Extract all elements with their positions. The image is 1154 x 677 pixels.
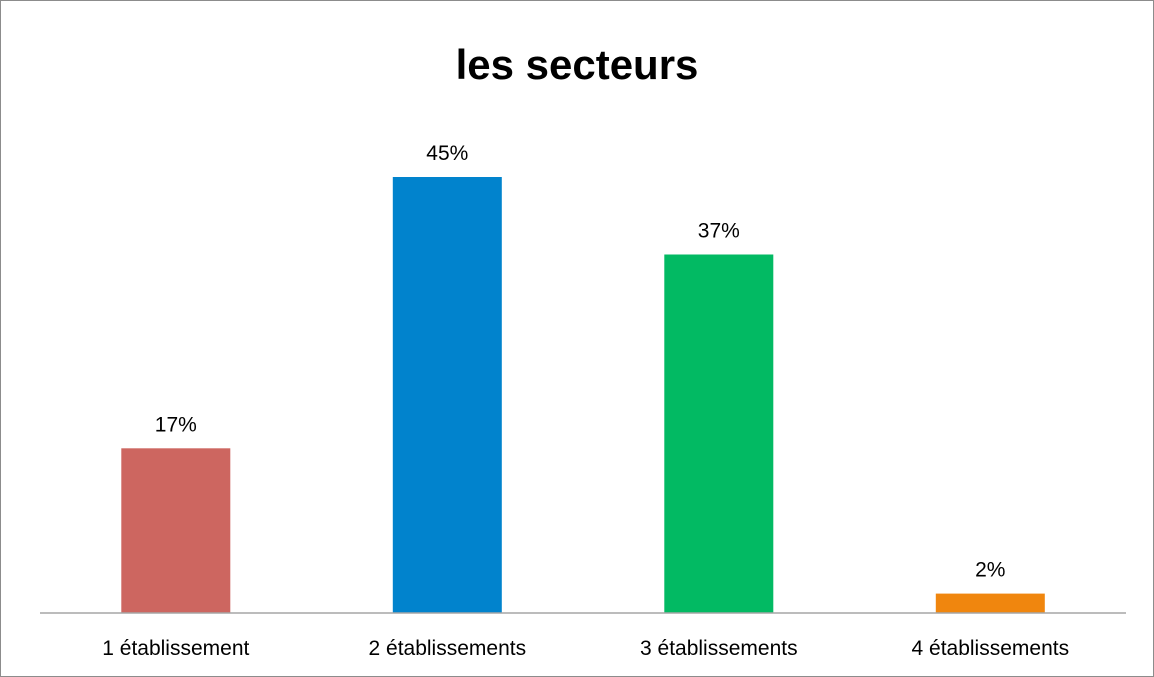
chart-title: les secteurs (455, 41, 699, 88)
data-label-4: 2% (975, 559, 1005, 582)
data-label-1: 17% (155, 413, 197, 436)
category-label-2: 2 établissements (369, 637, 527, 660)
bar-4 (935, 593, 1045, 613)
bar-2 (392, 177, 502, 613)
category-label-3: 3 établissements (640, 637, 798, 660)
data-label-2: 45% (426, 142, 468, 165)
bar-3 (664, 254, 774, 613)
data-label-3: 37% (698, 220, 740, 243)
bar-1 (121, 448, 231, 613)
category-label-1: 1 établissement (102, 637, 249, 660)
category-label-4: 4 établissements (912, 637, 1070, 660)
